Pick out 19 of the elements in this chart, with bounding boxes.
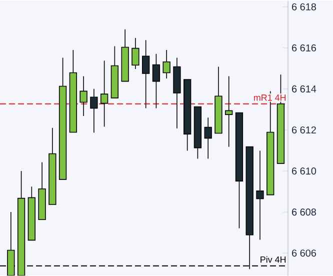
candlestick [100, 60, 108, 128]
candlestick [225, 76, 233, 148]
candlestick [162, 50, 170, 79]
candlestick [256, 150, 264, 240]
candlestick [204, 117, 212, 160]
y-tick-label: 6 608 [292, 208, 316, 216]
y-tick-label: 6 610 [292, 168, 316, 175]
ref-line-label: mR1 4H [254, 94, 286, 101]
candlestick [152, 54, 160, 109]
y-tick-label: 6 616 [292, 44, 316, 52]
ref-line-label: Piv 4H [260, 256, 286, 263]
y-tick-label: 6 614 [292, 85, 316, 93]
y-tick-label: 6 606 [292, 250, 316, 257]
candlestick [132, 38, 140, 70]
candlestick [80, 76, 88, 116]
candlestick [90, 88, 98, 134]
y-tick-label: 6 618 [292, 3, 316, 10]
candlestick [142, 40, 150, 109]
y-tick-label: 6 612 [292, 126, 316, 134]
